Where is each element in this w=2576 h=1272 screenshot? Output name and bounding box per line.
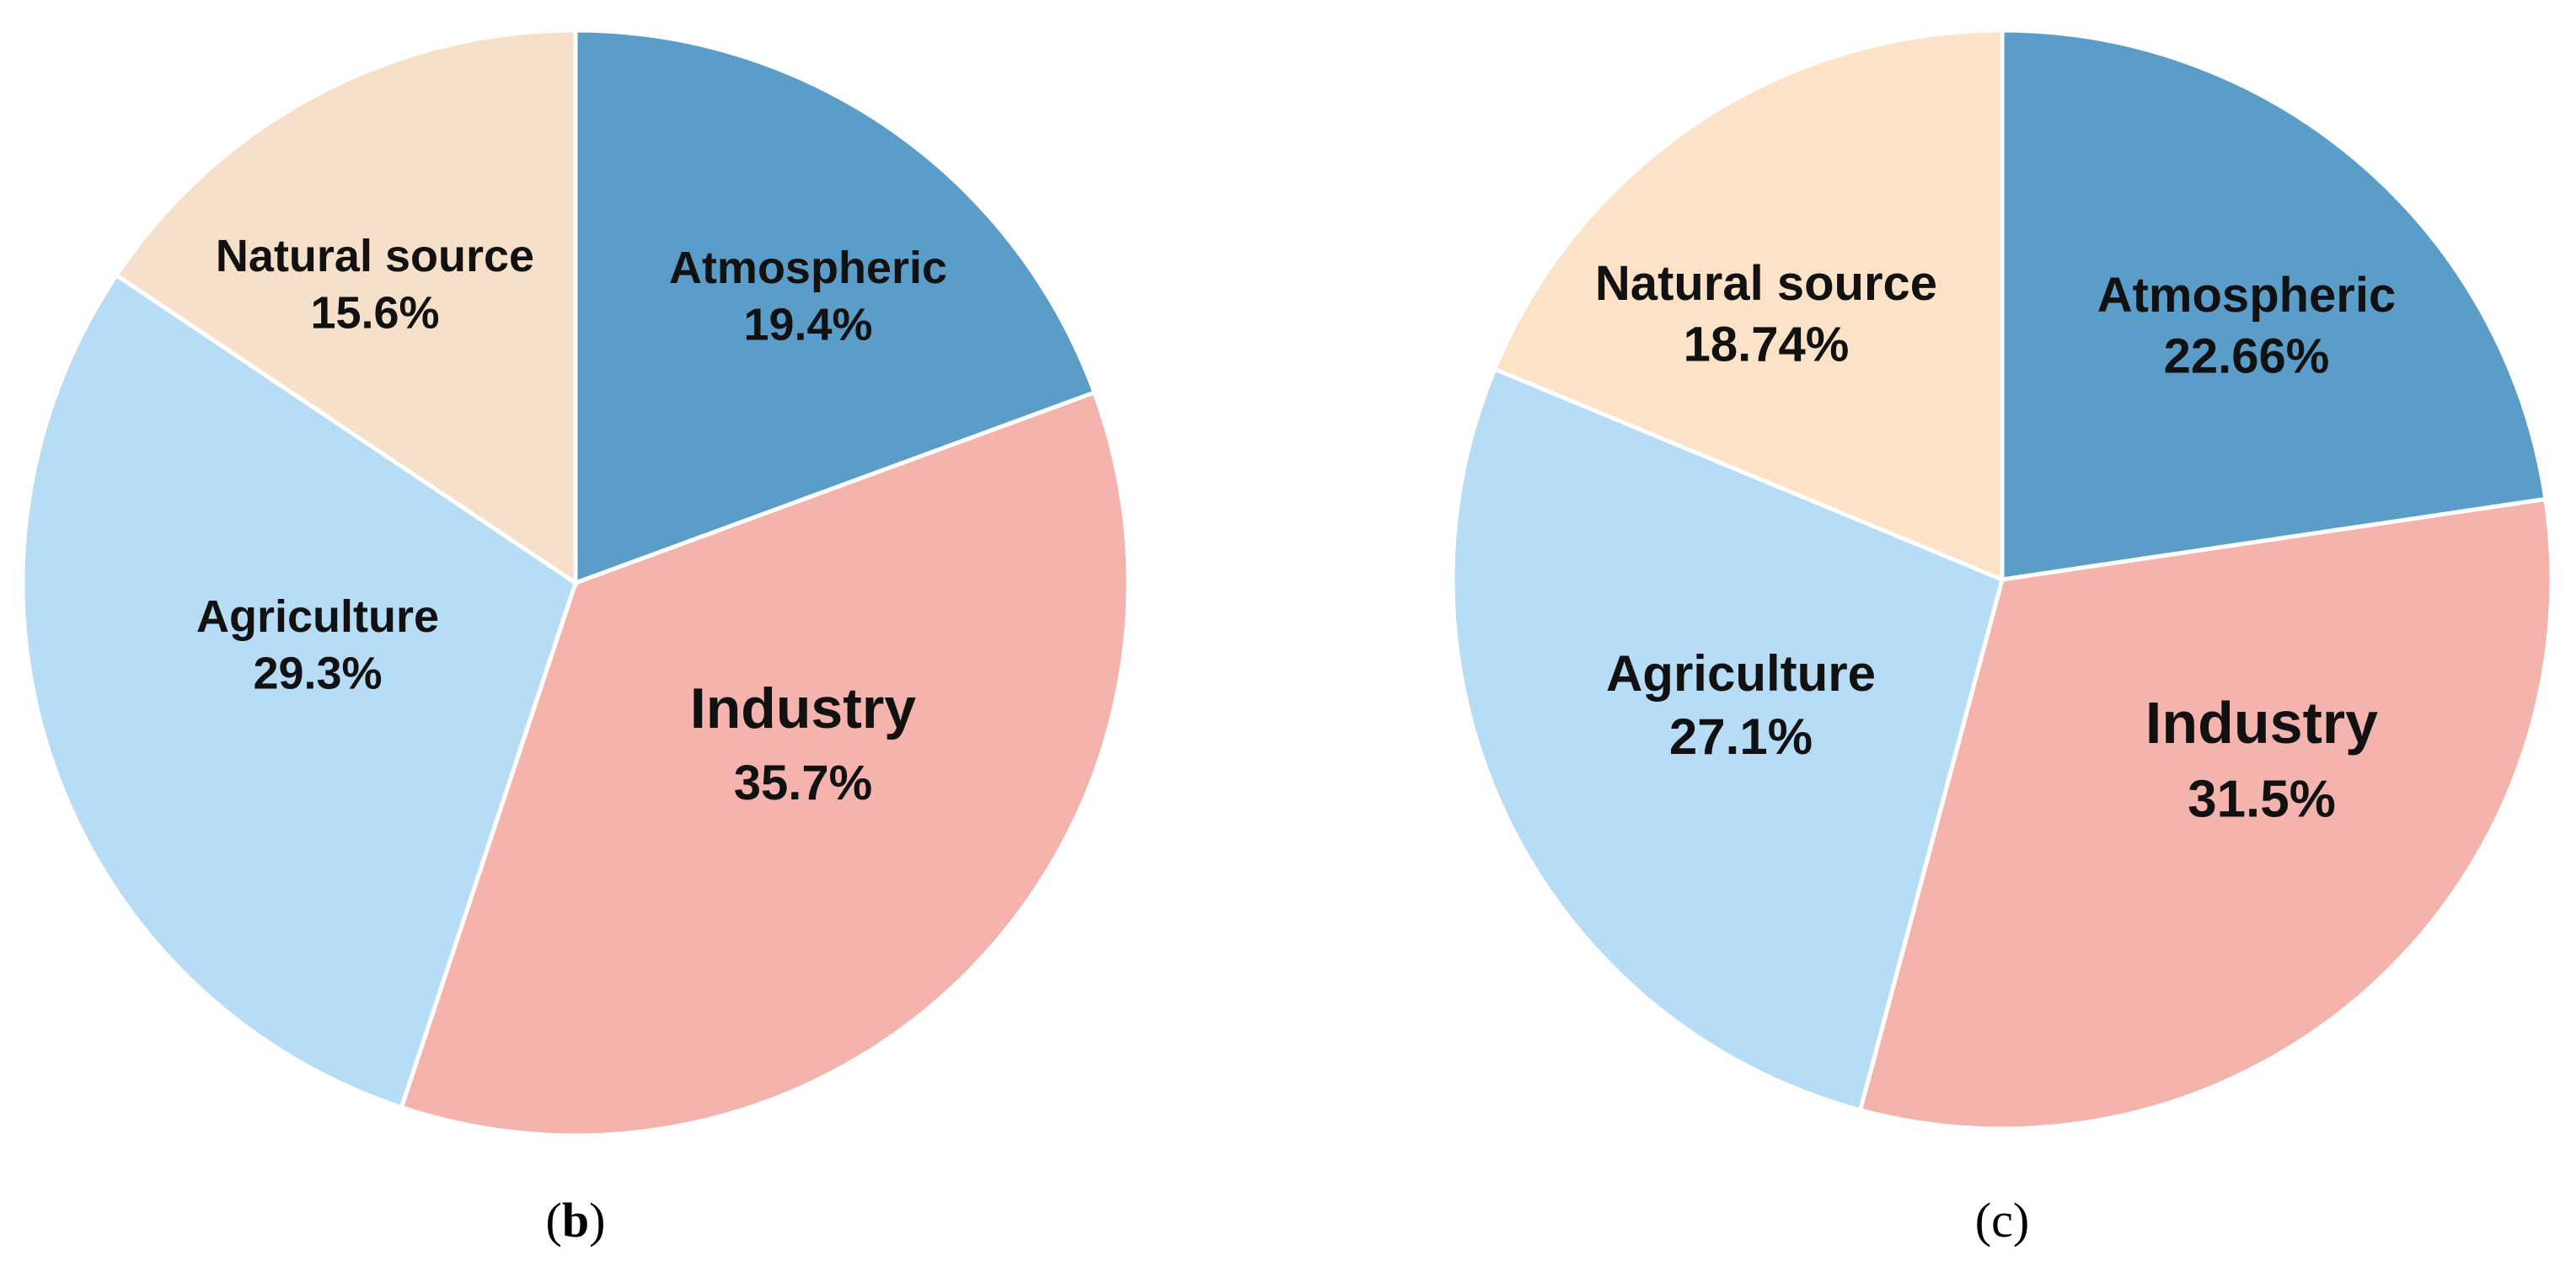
pie-slice-natural-source — [1492, 28, 2005, 583]
slice-label: Industry — [690, 676, 916, 740]
slice-label: Agriculture — [1606, 645, 1876, 702]
slice-label: Natural source — [1595, 256, 1937, 311]
pie-slice-natural-source — [113, 28, 578, 587]
pie-slice-atmospheric — [2000, 28, 2548, 582]
pie-chart-b: Atmospheric 19.4% Industry 35.7% Agriculture… — [20, 28, 1131, 1138]
slice-label: Atmospheric — [669, 243, 947, 293]
slice-value-label: 29.3% — [253, 649, 382, 699]
slice-label: Industry — [2145, 690, 2378, 756]
slice-value-label: 22.66% — [2164, 329, 2330, 384]
slice-label: Atmospheric — [2097, 268, 2397, 323]
slice-value-label: 15.6% — [310, 288, 439, 339]
slice-label: Agriculture — [196, 591, 439, 642]
slice-value-label: 35.7% — [734, 756, 872, 810]
caption-c: (c) — [1975, 1193, 2029, 1248]
pie-slice-atmospheric — [573, 28, 1098, 586]
slice-value-label: 27.1% — [1669, 708, 1813, 765]
pie-slice-agriculture — [1450, 366, 2005, 1113]
pie-slice-agriculture — [20, 272, 578, 1110]
slice-value-label: 31.5% — [2188, 771, 2336, 829]
slice-value-label: 18.74% — [1684, 318, 1850, 372]
slice-value-label: 19.4% — [743, 300, 872, 350]
slice-label: Natural source — [216, 231, 534, 281]
pie-chart-c: Atmospheric 22.66% Industry 31.5% Agricultur… — [1450, 28, 2554, 1131]
caption-b: (b) — [546, 1193, 606, 1248]
pie-slice-industry — [1857, 496, 2554, 1131]
pie-slice-industry — [399, 389, 1131, 1138]
